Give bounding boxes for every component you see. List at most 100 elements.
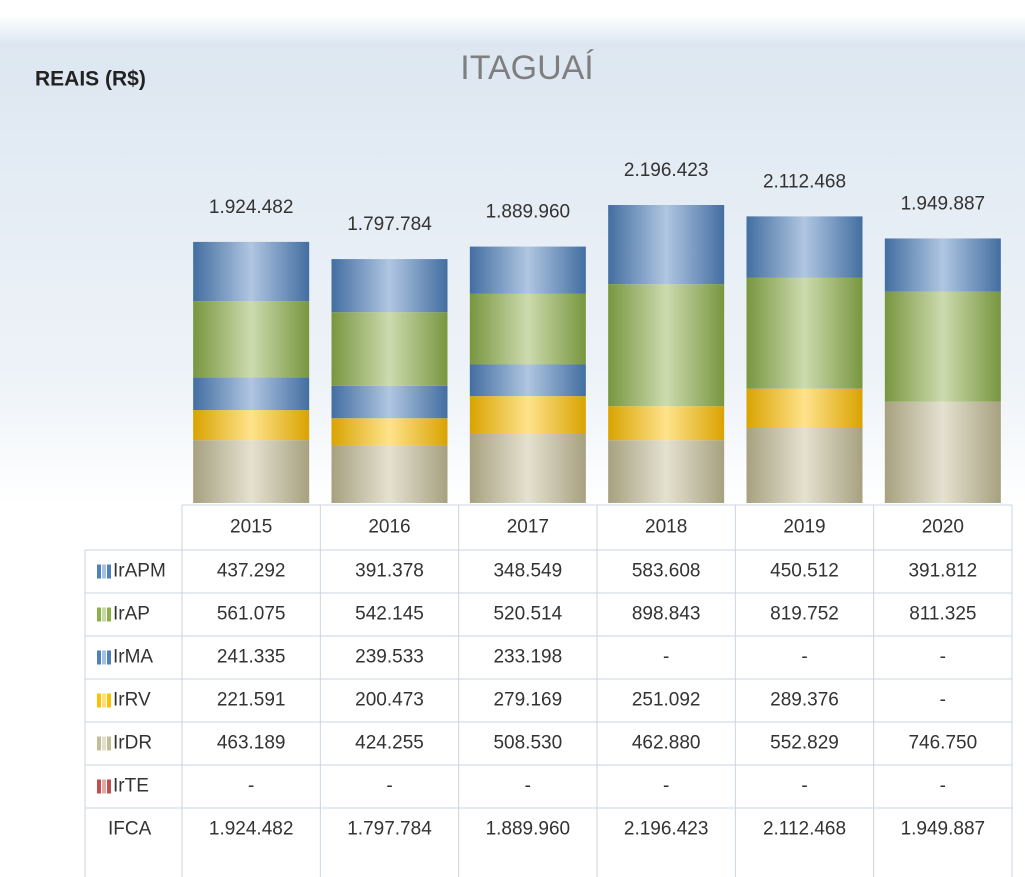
bar-segment bbox=[746, 216, 863, 278]
x-tick-label: 2018 bbox=[645, 517, 687, 538]
bar-segment bbox=[193, 241, 310, 302]
table-value: - bbox=[386, 776, 392, 797]
table-value: 251.092 bbox=[632, 690, 701, 711]
table-total: 1.924.482 bbox=[209, 819, 294, 840]
bar-segment bbox=[884, 238, 1001, 292]
table-value: 348.549 bbox=[493, 561, 562, 582]
table-value: 508.530 bbox=[493, 733, 562, 754]
table-value: - bbox=[940, 690, 946, 711]
legend-label: IrAPM bbox=[113, 561, 166, 582]
table-value: 221.591 bbox=[217, 690, 286, 711]
bar-segment bbox=[608, 440, 725, 503]
legend-swatch bbox=[102, 693, 106, 708]
legend-swatch bbox=[107, 693, 111, 708]
bar-segment bbox=[884, 291, 1001, 402]
bar-segment bbox=[469, 246, 586, 294]
bar-segment bbox=[331, 418, 448, 446]
legend-swatch bbox=[107, 650, 111, 665]
bar-segment bbox=[608, 406, 725, 441]
bar-segment bbox=[331, 312, 448, 386]
table-total: 1.949.887 bbox=[901, 819, 986, 840]
x-tick-label: 2019 bbox=[783, 517, 825, 538]
bar-segment bbox=[193, 410, 310, 441]
legend-swatch bbox=[97, 650, 101, 665]
legend-swatch bbox=[97, 564, 101, 579]
legend-label: IrMA bbox=[113, 647, 153, 668]
table-value: 279.169 bbox=[493, 690, 562, 711]
table-value: - bbox=[801, 647, 807, 668]
table-value: - bbox=[940, 776, 946, 797]
table-value: 437.292 bbox=[217, 561, 286, 582]
total-label: 1.949.887 bbox=[901, 193, 986, 214]
bar-segment bbox=[193, 377, 310, 411]
x-tick-label: 2017 bbox=[507, 517, 549, 538]
table-value: - bbox=[940, 647, 946, 668]
table-value: 391.378 bbox=[355, 561, 424, 582]
legend-label: IrDR bbox=[113, 733, 152, 754]
table-value: 561.075 bbox=[217, 604, 286, 625]
legend-swatch bbox=[107, 736, 111, 751]
total-label: 1.889.960 bbox=[486, 202, 571, 223]
table-value: 233.198 bbox=[493, 647, 562, 668]
table-value: 424.255 bbox=[355, 733, 424, 754]
legend-swatch bbox=[102, 779, 106, 794]
table-value: 241.335 bbox=[217, 647, 286, 668]
legend-swatch bbox=[97, 607, 101, 622]
x-tick-label: 2015 bbox=[230, 517, 272, 538]
legend-swatch bbox=[97, 779, 101, 794]
legend-label: IrTE bbox=[113, 776, 149, 797]
bar-segment bbox=[469, 396, 586, 435]
table-value: 463.189 bbox=[217, 733, 286, 754]
table-value: - bbox=[248, 776, 254, 797]
table-value: 391.812 bbox=[908, 561, 977, 582]
totals-label: IFCA bbox=[108, 819, 152, 840]
total-label: 1.924.482 bbox=[209, 197, 294, 218]
total-label: 2.196.423 bbox=[624, 160, 709, 181]
bar-segment bbox=[608, 284, 725, 407]
table-total: 2.112.468 bbox=[763, 819, 846, 840]
table-value: 811.325 bbox=[909, 604, 976, 625]
table-value: - bbox=[663, 776, 669, 797]
table-value: 819.752 bbox=[770, 604, 839, 625]
legend-swatch bbox=[97, 693, 101, 708]
table-value: - bbox=[663, 647, 669, 668]
table-value: 898.843 bbox=[632, 604, 701, 625]
table-value: 239.533 bbox=[355, 647, 424, 668]
y-axis-label: REAIS (R$) bbox=[35, 68, 146, 91]
chart-title: ITAGUAÍ bbox=[460, 49, 594, 87]
table-value: - bbox=[525, 776, 531, 797]
bar-segment bbox=[746, 388, 863, 428]
bar-segment bbox=[469, 293, 586, 365]
legend-label: IrRV bbox=[113, 690, 151, 711]
legend-swatch bbox=[102, 650, 106, 665]
x-tick-label: 2020 bbox=[922, 517, 964, 538]
bar-segment bbox=[193, 301, 310, 378]
table-value: 462.880 bbox=[632, 733, 701, 754]
table-value: 289.376 bbox=[770, 690, 839, 711]
bar-segment bbox=[884, 401, 1001, 503]
table-value: 200.473 bbox=[355, 690, 424, 711]
bar-segment bbox=[608, 205, 725, 285]
table-value: 583.608 bbox=[632, 561, 701, 582]
legend-swatch bbox=[107, 607, 111, 622]
legend-swatch bbox=[102, 736, 106, 751]
bar-segment bbox=[331, 445, 448, 503]
bar-segment bbox=[331, 385, 448, 419]
legend-swatch bbox=[107, 779, 111, 794]
table-value: 542.145 bbox=[355, 604, 424, 625]
table-value: 746.750 bbox=[908, 733, 977, 754]
legend-swatch bbox=[107, 564, 111, 579]
table-value: - bbox=[801, 776, 807, 797]
bar-segment bbox=[746, 427, 863, 503]
bar-segment bbox=[746, 277, 863, 389]
x-tick-label: 2016 bbox=[368, 517, 410, 538]
total-label: 2.112.468 bbox=[763, 171, 846, 192]
legend-label: IrAP bbox=[113, 604, 150, 625]
total-label: 1.797.784 bbox=[347, 214, 432, 235]
table-total: 1.889.960 bbox=[486, 819, 571, 840]
legend-swatch bbox=[102, 607, 106, 622]
legend-swatch bbox=[102, 564, 106, 579]
table-total: 1.797.784 bbox=[347, 819, 432, 840]
table-value: 552.829 bbox=[770, 733, 839, 754]
